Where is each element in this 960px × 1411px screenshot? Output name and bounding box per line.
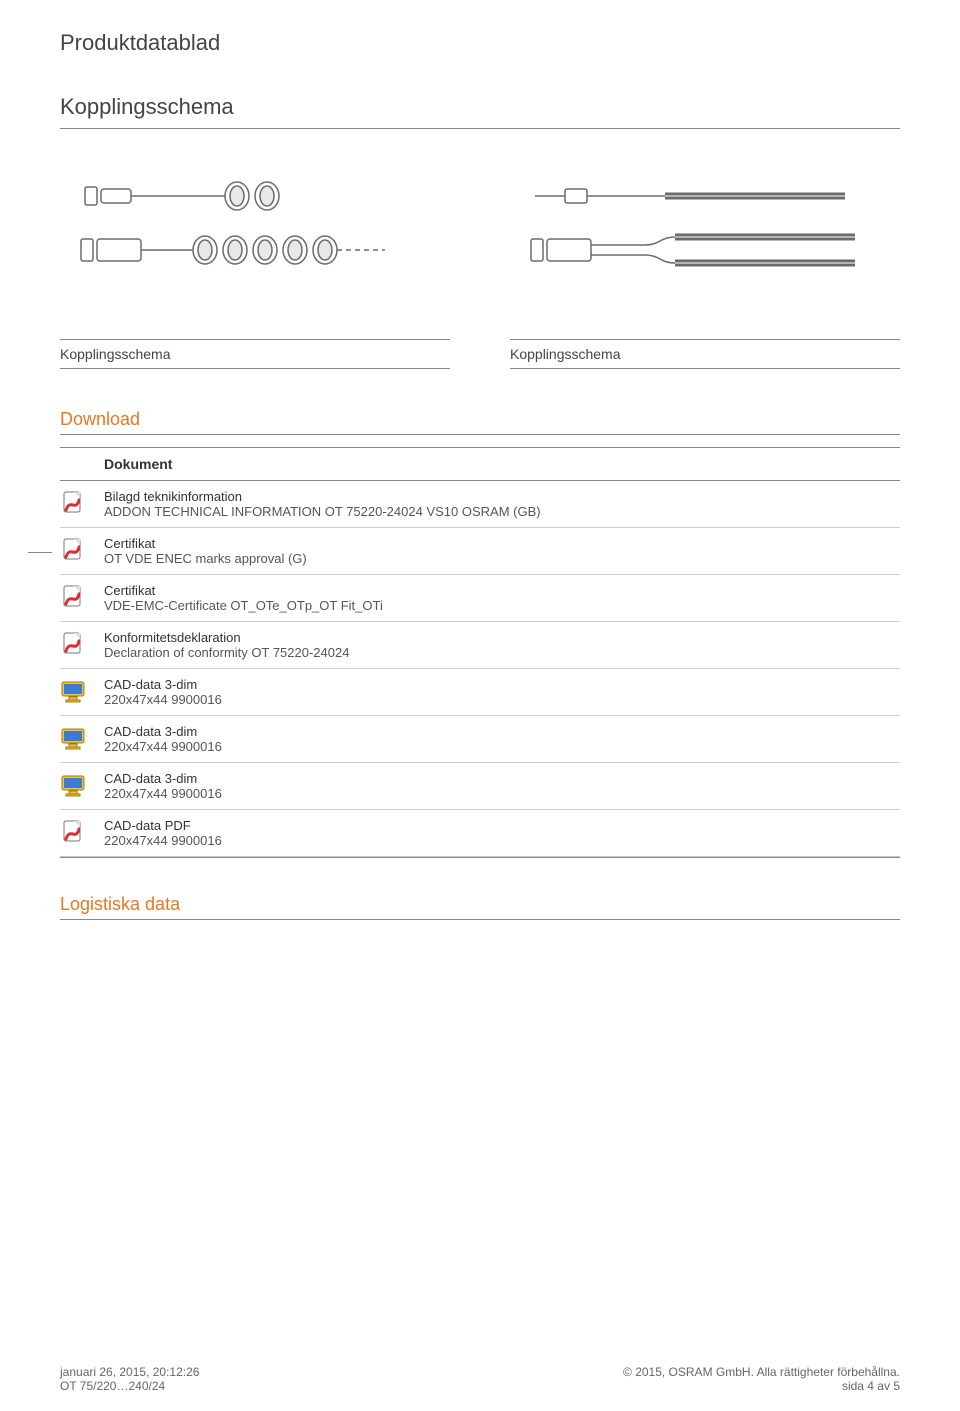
rule bbox=[60, 857, 900, 858]
section-heading-download: Download bbox=[60, 409, 900, 435]
document-title: CAD-data 3-dim bbox=[104, 771, 900, 786]
document-subtitle: 220x47x44 9900016 bbox=[104, 739, 900, 754]
document-text: Bilagd teknikinformation ADDON TECHNICAL… bbox=[104, 481, 900, 528]
document-subtitle: VDE-EMC-Certificate OT_OTe_OTp_OT Fit_OT… bbox=[104, 598, 900, 613]
document-subtitle: 220x47x44 9900016 bbox=[104, 786, 900, 801]
pdf-icon bbox=[60, 622, 104, 669]
document-title: CAD-data 3-dim bbox=[104, 724, 900, 739]
document-title: Certifikat bbox=[104, 583, 900, 598]
cad-icon bbox=[60, 669, 104, 716]
cad-icon bbox=[60, 716, 104, 763]
pdf-icon bbox=[60, 810, 104, 857]
document-row[interactable]: CAD-data 3-dim 220x47x44 9900016 bbox=[60, 716, 900, 763]
caption-right: Kopplingsschema bbox=[510, 339, 900, 369]
diagram-right bbox=[510, 159, 900, 309]
document-row[interactable]: CAD-data 3-dim 220x47x44 9900016 bbox=[60, 763, 900, 810]
document-title: CAD-data 3-dim bbox=[104, 677, 900, 692]
document-row[interactable]: CAD-data 3-dim 220x47x44 9900016 bbox=[60, 669, 900, 716]
document-text: CAD-data 3-dim 220x47x44 9900016 bbox=[104, 669, 900, 716]
wiring-diagram-strips bbox=[525, 169, 885, 289]
download-section: Download Dokument Bilagd teknikinformati… bbox=[60, 409, 900, 858]
document-text: Konformitetsdeklaration Declaration of c… bbox=[104, 622, 900, 669]
wiring-diagram-lamps bbox=[75, 169, 435, 289]
page-title: Produktdatablad bbox=[60, 30, 900, 56]
document-text: CAD-data 3-dim 220x47x44 9900016 bbox=[104, 716, 900, 763]
document-row[interactable]: Konformitetsdeklaration Declaration of c… bbox=[60, 622, 900, 669]
footer-date: januari 26, 2015, 20:12:26 bbox=[60, 1365, 199, 1379]
document-subtitle: 220x47x44 9900016 bbox=[104, 692, 900, 707]
document-subtitle: 220x47x44 9900016 bbox=[104, 833, 900, 848]
margin-rule bbox=[28, 552, 52, 553]
cad-icon bbox=[60, 763, 104, 810]
document-subtitle: Declaration of conformity OT 75220-24024 bbox=[104, 645, 900, 660]
documents-header: Dokument bbox=[60, 448, 900, 481]
caption-row: Kopplingsschema Kopplingsschema bbox=[60, 339, 900, 369]
rule bbox=[60, 128, 900, 129]
document-title: Certifikat bbox=[104, 536, 900, 551]
logistics-section: Logistiska data bbox=[60, 894, 900, 920]
footer-copyright: © 2015, OSRAM GmbH. Alla rättigheter för… bbox=[623, 1365, 900, 1379]
footer-right: © 2015, OSRAM GmbH. Alla rättigheter för… bbox=[623, 1365, 900, 1393]
section-heading-logistics: Logistiska data bbox=[60, 894, 900, 920]
document-subtitle: OT VDE ENEC marks approval (G) bbox=[104, 551, 900, 566]
document-subtitle: ADDON TECHNICAL INFORMATION OT 75220-240… bbox=[104, 504, 900, 519]
document-text: CAD-data PDF 220x47x44 9900016 bbox=[104, 810, 900, 857]
document-row[interactable]: Certifikat OT VDE ENEC marks approval (G… bbox=[60, 528, 900, 575]
caption-left: Kopplingsschema bbox=[60, 339, 450, 369]
section-heading-kopplings: Kopplingsschema bbox=[60, 94, 900, 120]
document-title: Bilagd teknikinformation bbox=[104, 489, 900, 504]
document-row[interactable]: Bilagd teknikinformation ADDON TECHNICAL… bbox=[60, 481, 900, 528]
pdf-icon bbox=[60, 528, 104, 575]
pdf-icon bbox=[60, 575, 104, 622]
footer-product: OT 75/220…240/24 bbox=[60, 1379, 199, 1393]
footer-page: sida 4 av 5 bbox=[623, 1379, 900, 1393]
footer: januari 26, 2015, 20:12:26 OT 75/220…240… bbox=[60, 1365, 900, 1393]
diagrams-row bbox=[60, 159, 900, 309]
diagram-left bbox=[60, 159, 450, 309]
documents-table: Dokument Bilagd teknikinformation ADDON … bbox=[60, 447, 900, 857]
pdf-icon bbox=[60, 481, 104, 528]
document-row[interactable]: Certifikat VDE-EMC-Certificate OT_OTe_OT… bbox=[60, 575, 900, 622]
document-row[interactable]: CAD-data PDF 220x47x44 9900016 bbox=[60, 810, 900, 857]
footer-left: januari 26, 2015, 20:12:26 OT 75/220…240… bbox=[60, 1365, 199, 1393]
document-title: Konformitetsdeklaration bbox=[104, 630, 900, 645]
document-text: Certifikat OT VDE ENEC marks approval (G… bbox=[104, 528, 900, 575]
document-title: CAD-data PDF bbox=[104, 818, 900, 833]
document-text: Certifikat VDE-EMC-Certificate OT_OTe_OT… bbox=[104, 575, 900, 622]
document-text: CAD-data 3-dim 220x47x44 9900016 bbox=[104, 763, 900, 810]
